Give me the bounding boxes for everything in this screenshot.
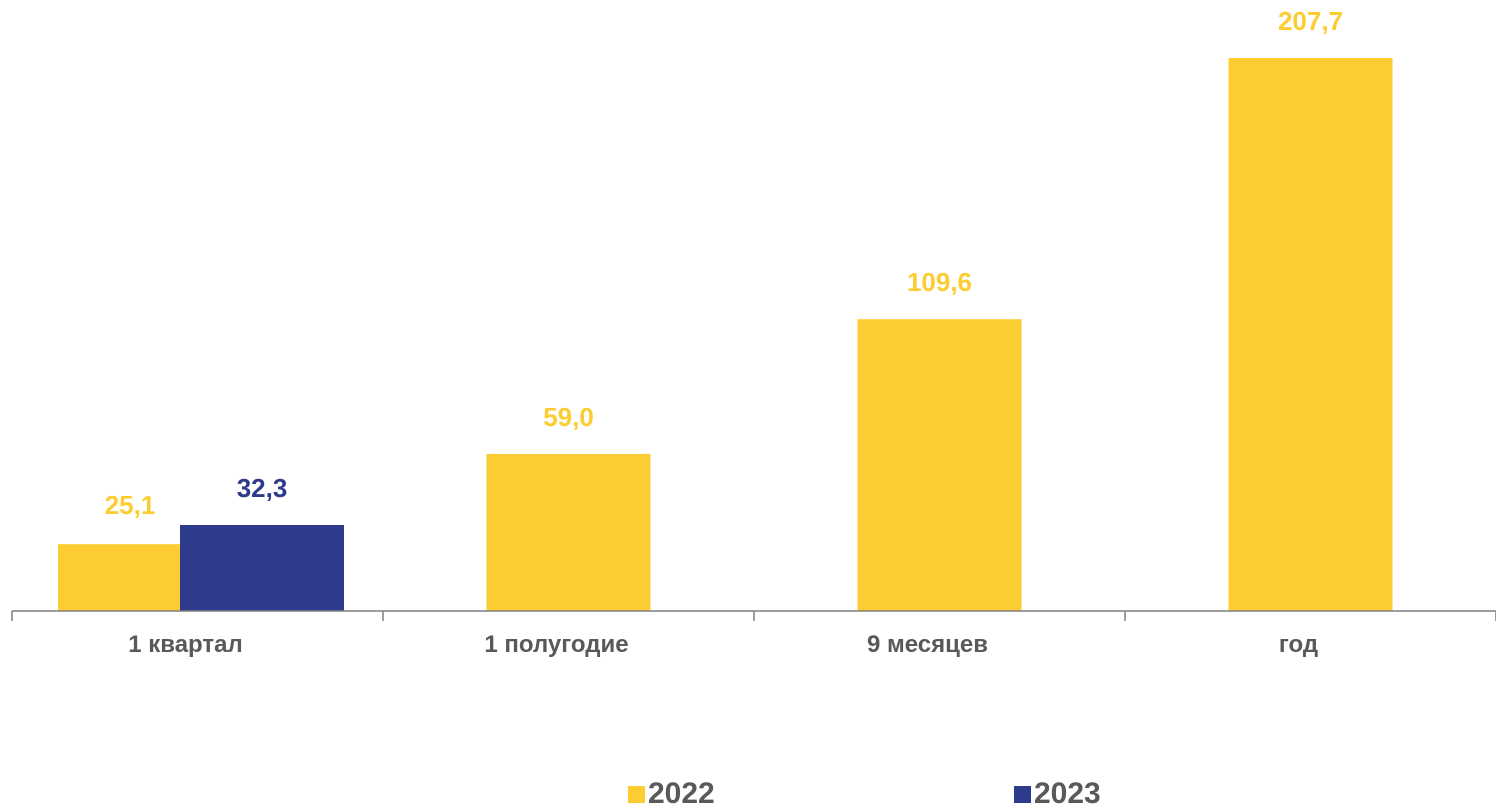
legend-swatch-2023 bbox=[1014, 786, 1031, 803]
data-labels-layer: 25,1 32,3 59,0 109,6 207,7 bbox=[105, 6, 1343, 520]
data-label-2022-2: 59,0 bbox=[543, 402, 594, 432]
bars-layer bbox=[58, 58, 1393, 611]
x-tick-label-2: 1 полугодие bbox=[484, 631, 628, 658]
legend: 2022 2023 bbox=[628, 777, 1101, 810]
bar-2023-1 bbox=[180, 525, 344, 611]
bar-2022-2 bbox=[486, 453, 651, 611]
bar-2022-3 bbox=[857, 319, 1022, 611]
legend-swatch-2022 bbox=[628, 786, 645, 803]
data-label-2022-3: 109,6 bbox=[907, 267, 972, 297]
bar-2022-1 bbox=[58, 544, 180, 611]
data-label-2022-4: 207,7 bbox=[1278, 6, 1343, 36]
x-tick-label-3: 9 месяцев bbox=[867, 631, 988, 658]
x-axis: 1 квартал 1 полугодие 9 месяцев год bbox=[11, 610, 1496, 658]
x-tick-label-1: 1 квартал bbox=[128, 631, 243, 658]
legend-label-2023: 2023 bbox=[1034, 777, 1101, 806]
legend-label-2022: 2022 bbox=[648, 777, 715, 806]
x-tick-label-4: год bbox=[1279, 631, 1318, 658]
bar-2022-4 bbox=[1228, 58, 1393, 611]
data-label-2023-1: 32,3 bbox=[237, 473, 288, 503]
data-label-2022-1: 25,1 bbox=[105, 490, 156, 520]
